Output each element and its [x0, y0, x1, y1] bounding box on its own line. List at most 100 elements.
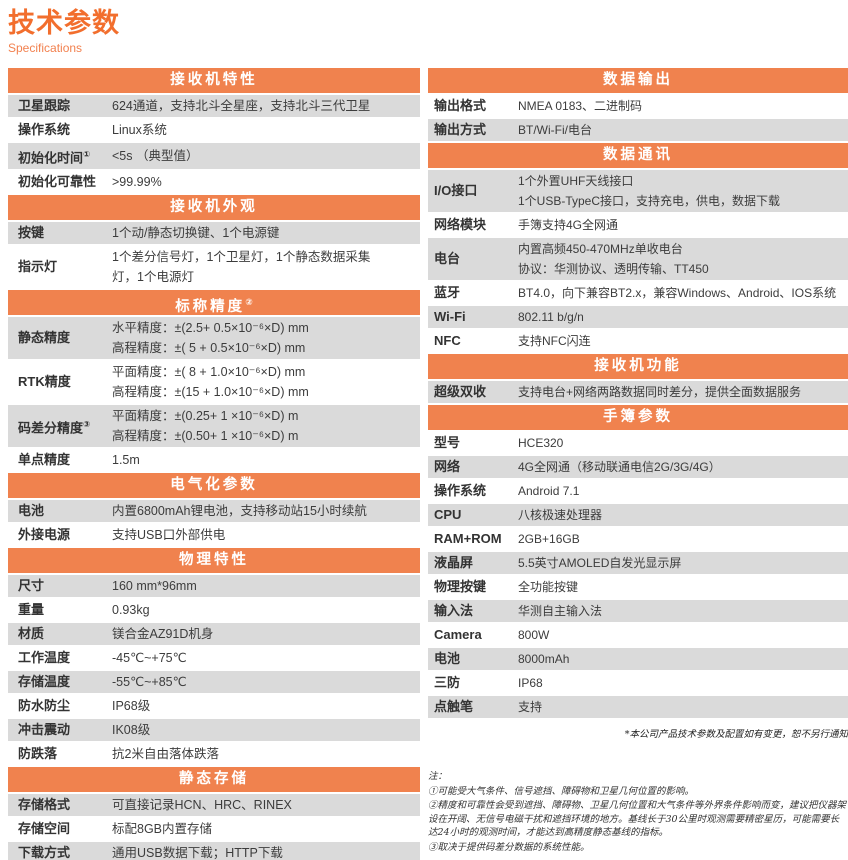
spec-row: 卫星跟踪 624通道，支持北斗全星座，支持北斗三代卫星	[8, 95, 420, 117]
spec-label-text: 操作系统	[18, 122, 71, 137]
spec-label: 下载方式	[8, 843, 112, 860]
spec-label: 电池	[8, 501, 112, 521]
spec-value-line: 624通道，支持北斗全星座，支持北斗三代卫星	[112, 99, 371, 113]
spec-value-line: 高程精度：±( 5 + 0.5×10⁻⁶×D) mm	[112, 341, 306, 356]
spec-label-text: 电池	[18, 503, 45, 519]
spec-row: 指示灯 1个差分信号灯，1个卫星灯，1个静态数据采集 灯，1个电源灯	[8, 246, 420, 289]
spec-value-line: 支持NFC闪连	[518, 334, 591, 348]
spec-row: RTK精度 平面精度：±( 8 + 1.0×10⁻⁶×D) mm 高程精度：±(15…	[8, 361, 420, 404]
spec-value: 1个外置UHF天线接口 1个USB-TypeC接口，支持充电，供电，数据下载	[518, 171, 848, 211]
spec-value-line: NMEA 0183、二进制码	[518, 99, 643, 113]
spec-value: 平面精度：±(0.25+ 1 ×10⁻⁶×D) m 高程精度：±(0.50+ 1 …	[112, 406, 420, 446]
spec-value: IK08级	[112, 720, 420, 740]
spec-row: NFC 支持NFC闪连	[428, 330, 848, 352]
spec-row: 外接电源 支持USB口外部供电	[8, 524, 420, 547]
spec-row: 初始化可靠性 >99.99%	[8, 171, 420, 194]
spec-label-text: 存储空间	[18, 821, 71, 837]
spec-value: 内置6800mAh锂电池，支持移动站15小时续航	[112, 501, 420, 521]
spec-label: 卫星跟踪	[8, 96, 112, 116]
footnote-marker: ②	[245, 297, 253, 308]
spec-label-text: 重量	[18, 602, 45, 618]
section-header: 数据输出	[428, 68, 848, 93]
spec-value: 支持NFC闪连	[518, 331, 848, 351]
spec-value-line: 抗2米自由落体跌落	[112, 747, 219, 762]
spec-value-line: 支持USB口外部供电	[112, 528, 226, 543]
spec-label: 重量	[8, 600, 112, 620]
spec-value: 内置高频450-470MHz单收电台 协议：华测协议、透明传输、TT450	[518, 239, 848, 279]
spec-value-line: 平面精度：±( 8 + 1.0×10⁻⁶×D) mm	[112, 365, 306, 380]
spec-value-line: Android 7.1	[518, 484, 580, 498]
spec-label-text: 工作温度	[18, 650, 71, 666]
spec-label: Camera	[428, 625, 518, 645]
page-title: 技术参数	[8, 8, 120, 38]
spec-row: 型号 HCE320	[428, 432, 848, 454]
spec-value: 4G全网通（移动联通电信2G/3G/4G）	[518, 457, 848, 477]
spec-value: NMEA 0183、二进制码	[518, 96, 848, 116]
spec-value-line: 8000mAh	[518, 652, 570, 666]
footnotes-block: 注： ①可能受大气条件、信号遮挡、障碍物和卫星几何位置的影响。 ②精度和可靠性会受到…	[428, 770, 848, 854]
spec-label-text: 超级双收	[434, 384, 487, 399]
spec-label: Wi-Fi	[428, 307, 518, 327]
spec-value-line: 支持	[518, 700, 543, 714]
spec-value-line: 800W	[518, 628, 550, 642]
spec-value-line: IP68	[518, 676, 543, 690]
spec-label: 网络	[428, 457, 518, 477]
section-title: 手簿参数	[603, 409, 673, 425]
spec-label-text: 物理按键	[434, 579, 487, 594]
spec-value-line: 2GB+16GB	[518, 532, 580, 546]
spec-value: 1个差分信号灯，1个卫星灯，1个静态数据采集 灯，1个电源灯	[112, 247, 420, 287]
spec-row: 单点精度 1.5m	[8, 449, 420, 472]
spec-value: 支持	[518, 697, 848, 717]
spec-value-line: 华测自主输入法	[518, 604, 603, 618]
spec-label: 冲击震动	[8, 720, 112, 740]
spec-value-line: -45℃~+75℃	[112, 651, 187, 666]
spec-label: 网络模块	[428, 215, 518, 235]
spec-value-line: IP68级	[112, 699, 151, 714]
section-title: 数据输出	[603, 72, 673, 88]
spec-value-line: -55℃~+85℃	[112, 675, 187, 690]
spec-label: 指示灯	[8, 257, 112, 277]
spec-row: 电台 内置高频450-470MHz单收电台 协议：华测协议、透明传输、TT450	[428, 238, 848, 280]
spec-value: 800W	[518, 625, 848, 645]
spec-value: -55℃~+85℃	[112, 672, 420, 692]
spec-value-line: 八核极速处理器	[518, 508, 603, 522]
spec-value: 8000mAh	[518, 649, 848, 669]
spec-value: 1.5m	[112, 450, 420, 470]
spec-label-text: 点触笔	[434, 699, 474, 714]
spec-label: 工作温度	[8, 648, 112, 668]
spec-label-text: 网络	[434, 459, 461, 474]
spec-label-text: 指示灯	[18, 259, 58, 275]
section-title: 接收机功能	[594, 358, 682, 374]
section-title: 静态存储	[179, 771, 249, 788]
spec-value: Android 7.1	[518, 481, 848, 501]
spec-value: Linux系统	[112, 120, 420, 140]
spec-value: HCE320	[518, 433, 848, 453]
spec-label: 型号	[428, 433, 518, 453]
spec-label-text: 输入法	[434, 603, 474, 618]
section-header: 接收机功能	[428, 354, 848, 379]
spec-row: RAM+ROM 2GB+16GB	[428, 528, 848, 550]
footnote-line: 注：	[428, 771, 448, 782]
spec-value-line: 全功能按键	[518, 580, 579, 594]
page-subtitle: Specifications	[8, 41, 83, 55]
section-title: 接收机外观	[170, 199, 258, 216]
spec-value: <5s （典型值）	[112, 146, 420, 166]
spec-value-line: <5s （典型值）	[112, 149, 199, 164]
spec-value-line: Linux系统	[112, 123, 167, 137]
spec-label-text: 按键	[18, 225, 45, 241]
spec-value-line: 手簿支持4G全网通	[518, 218, 619, 232]
spec-label: 材质	[8, 624, 112, 644]
spec-value-line: 160 mm*96mm	[112, 579, 197, 594]
spec-label: 初始化时间①	[8, 144, 112, 168]
section-header: 标称精度②	[8, 290, 420, 316]
spec-row: 液晶屏 5.5英寸AMOLED自发光显示屏	[428, 552, 848, 574]
spec-row: Camera 800W	[428, 624, 848, 646]
spec-value-line: 灯，1个电源灯	[112, 270, 194, 285]
spec-label-text: RTK精度	[18, 374, 71, 390]
spec-row: 操作系统 Linux系统	[8, 119, 420, 141]
spec-label: 输出方式	[428, 120, 518, 140]
spec-value: -45℃~+75℃	[112, 648, 420, 668]
section-title: 接收机特性	[170, 72, 258, 88]
spec-row: 重量 0.93kg	[8, 599, 420, 622]
